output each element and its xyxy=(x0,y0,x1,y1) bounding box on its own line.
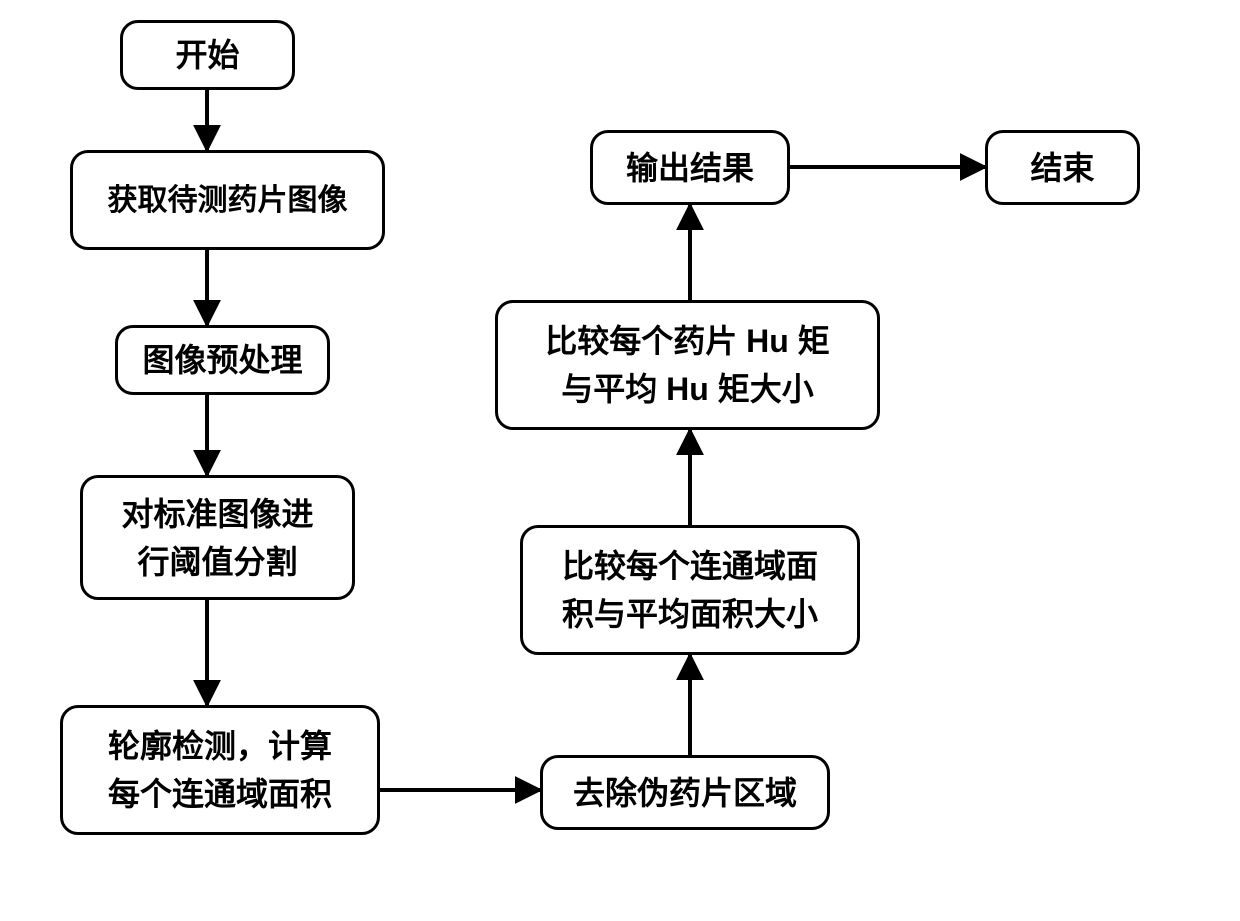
node-thresh: 对标准图像进行阈值分割 xyxy=(80,475,355,600)
node-label: 图像预处理 xyxy=(142,336,302,384)
node-label: 结束 xyxy=(1030,144,1094,192)
node-acquire: 获取待测药片图像 xyxy=(70,150,385,250)
node-remove: 去除伪药片区域 xyxy=(540,755,830,830)
node-label: 对标准图像进行阈值分割 xyxy=(121,490,313,586)
node-label: 比较每个药片 Hu 矩与平均 Hu 矩大小 xyxy=(545,317,829,413)
node-label: 输出结果 xyxy=(626,144,754,192)
node-cmparea: 比较每个连通域面积与平均面积大小 xyxy=(520,525,860,655)
node-cmphu: 比较每个药片 Hu 矩与平均 Hu 矩大小 xyxy=(495,300,880,430)
node-output: 输出结果 xyxy=(590,130,790,205)
node-label: 去除伪药片区域 xyxy=(573,769,797,817)
node-end: 结束 xyxy=(985,130,1140,205)
node-label: 比较每个连通域面积与平均面积大小 xyxy=(562,542,818,638)
node-preproc: 图像预处理 xyxy=(115,325,330,395)
node-label: 获取待测药片图像 xyxy=(108,178,348,223)
node-start: 开始 xyxy=(120,20,295,90)
node-label: 轮廓检测，计算每个连通域面积 xyxy=(108,722,332,818)
node-label: 开始 xyxy=(175,31,239,79)
node-contour: 轮廓检测，计算每个连通域面积 xyxy=(60,705,380,835)
